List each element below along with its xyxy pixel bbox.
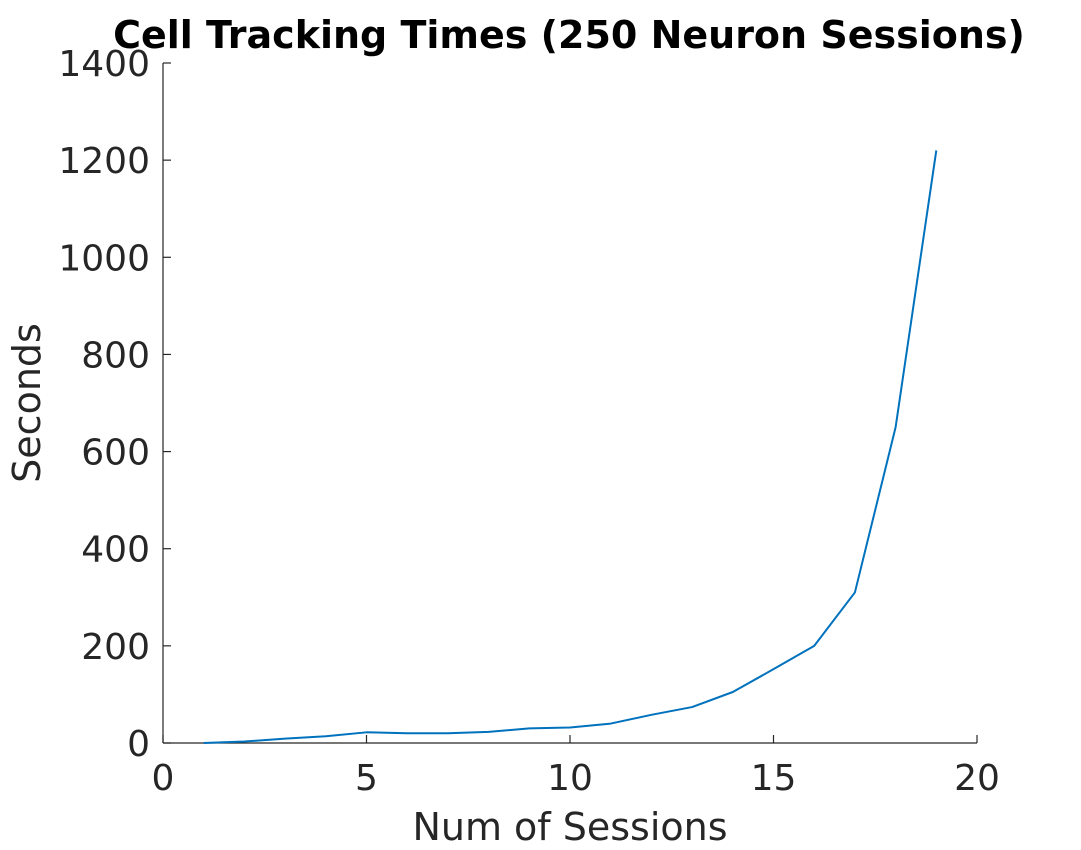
chart-title: Cell Tracking Times (250 Neuron Sessions… xyxy=(113,13,1025,57)
y-tick-label: 600 xyxy=(81,433,150,474)
y-axis-label: Seconds xyxy=(5,323,49,483)
y-tick-label: 200 xyxy=(81,627,150,668)
y-tick-label: 0 xyxy=(127,724,150,765)
axes xyxy=(162,63,977,744)
x-tick-label: 5 xyxy=(355,758,378,799)
y-tick-label: 800 xyxy=(81,335,150,376)
series-line xyxy=(203,150,938,744)
x-tick-label: 20 xyxy=(954,758,1000,799)
x-tick-label: 15 xyxy=(751,758,797,799)
y-tick-label: 1200 xyxy=(58,141,150,182)
x-tick-label: 0 xyxy=(152,758,175,799)
y-tick-label: 400 xyxy=(81,530,150,571)
series-group xyxy=(203,150,938,744)
y-tick-label: 1000 xyxy=(58,238,150,279)
x-axis-label: Num of Sessions xyxy=(412,805,727,849)
x-ticks: 0 5 10 15 20 xyxy=(152,735,1000,799)
x-tick-label: 10 xyxy=(547,758,593,799)
y-tick-label: 1400 xyxy=(58,44,150,85)
y-ticks: 0 200 400 600 800 1000 1200 1400 xyxy=(58,44,171,765)
